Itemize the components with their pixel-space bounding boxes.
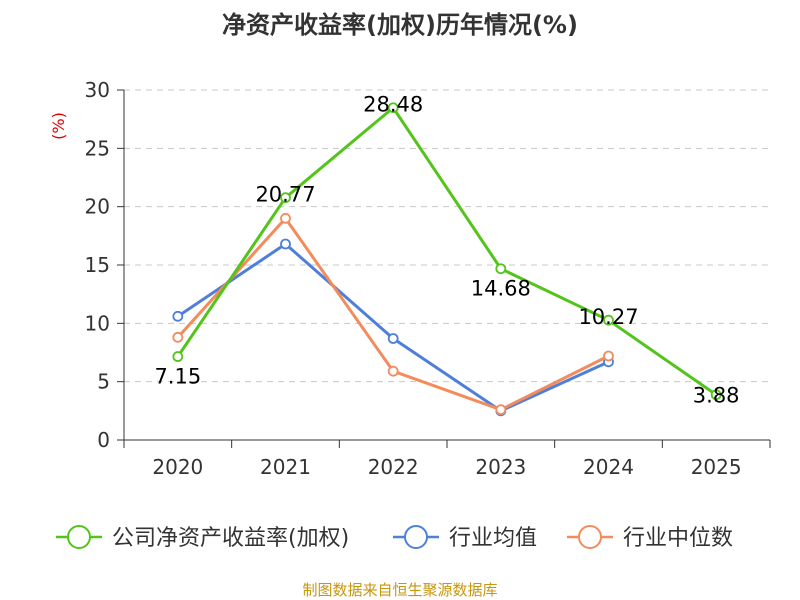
y-tick-label-0: 0 (97, 428, 110, 452)
series-point-0-2025 (710, 389, 722, 401)
series-point-0-2023 (495, 263, 507, 275)
legend: 公司净资产收益率(加权) 行业均值 行业中位数 (56, 525, 733, 551)
data-label-2023: 14.68 (471, 277, 531, 301)
x-tick-label-2021: 2021 (260, 455, 311, 479)
legend-label-0: 公司净资产收益率(加权) (112, 526, 349, 551)
legend-item-2: 行业中位数 (567, 525, 733, 551)
series-point-0-2020 (172, 351, 184, 362)
series-layer: 7.15 20.77 28.48 14.68 10.27 3.88 (154, 93, 740, 417)
series-0 (172, 102, 722, 401)
x-axis: 2020 2021 2022 2023 2024 2025 (123, 439, 771, 479)
data-label-2025: 3.88 (693, 384, 740, 408)
y-tick-label-20: 20 (85, 195, 110, 219)
series-point-0-2022 (387, 102, 399, 114)
legend-marker-2 (578, 525, 602, 549)
x-tick-label-2023: 2023 (475, 455, 526, 479)
series-point-1-2022 (387, 333, 399, 344)
grid-lines (124, 89, 770, 383)
y-tick-label-25: 25 (85, 136, 110, 160)
y-tick-label-15: 15 (85, 253, 110, 277)
legend-marker-0 (67, 525, 91, 549)
x-tick-label-2025: 2025 (691, 455, 742, 479)
series-point-2-2022 (387, 365, 399, 377)
y-tick-label-30: 30 (85, 78, 110, 102)
chart-title: 净资产收益率(加权)历年情况(%) (222, 11, 578, 39)
x-tick-label-2024: 2024 (583, 455, 634, 479)
series-point-1-2020 (172, 310, 184, 322)
series-line-2 (176, 216, 610, 412)
data-label-2021: 20.77 (255, 183, 315, 207)
y-tick-label-10: 10 (85, 311, 110, 335)
series-point-2-2021 (280, 212, 291, 224)
y-tick-label-5: 5 (97, 370, 110, 394)
legend-label-1: 行业均值 (449, 526, 537, 551)
data-label-2024: 10.27 (578, 305, 638, 329)
legend-item-1: 行业均值 (393, 525, 537, 551)
legend-item-0: 公司净资产收益率(加权) (56, 525, 349, 551)
series-point-0-2024 (603, 314, 614, 326)
data-source-note: 制图数据来自恒生聚源数据库 (302, 581, 497, 599)
series-point-2-2023 (495, 404, 507, 416)
y-axis-unit-label: (%) (49, 112, 68, 140)
x-tick-label-2022: 2022 (368, 455, 419, 479)
data-label-2020: 7.15 (154, 365, 201, 389)
x-tick-label-2020: 2020 (152, 455, 203, 479)
series-2 (172, 212, 614, 416)
legend-marker-1 (404, 525, 428, 549)
series-point-1-2021 (280, 238, 291, 250)
series-point-0-2021 (280, 192, 291, 204)
series-point-2-2020 (172, 331, 184, 343)
y-axis-ticks: 0 5 10 15 20 25 30 (85, 78, 125, 452)
series-point-2-2024 (603, 350, 614, 362)
series-line-0 (176, 106, 718, 396)
data-label-2022: 28.48 (363, 93, 423, 117)
series-line-1 (176, 242, 610, 413)
legend-label-2: 行业中位数 (623, 526, 733, 551)
